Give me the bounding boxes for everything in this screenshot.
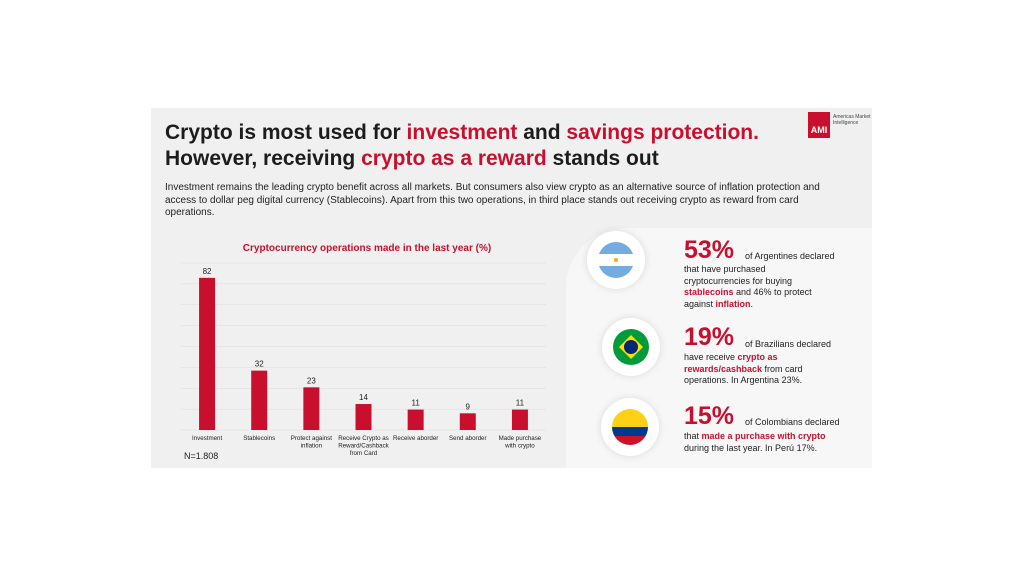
category-label: Send aborder [449, 435, 487, 442]
stat-lead-colombia: of Colombians declared [745, 417, 840, 427]
bar [251, 370, 268, 430]
stat-lead-brazil: of Brazilians declared [745, 339, 832, 349]
headline-text: However, receiving [165, 147, 362, 170]
headline-text: Crypto is most used for [165, 121, 407, 144]
headline-text: and [517, 121, 567, 144]
headline-highlight-reward: crypto as a reward [361, 147, 547, 170]
stat-desc-text: have receive [684, 352, 738, 362]
data-label: 32 [255, 360, 264, 369]
data-label: 9 [466, 402, 471, 411]
headline-highlight-savings: savings protection. [566, 121, 759, 144]
stat-desc-text: . [750, 298, 754, 309]
ami-logo: AMI Americas Market Intelligence [808, 112, 872, 140]
bar-chart: 82 Investment 32 Stablecoins 23 Protect again… [181, 262, 546, 457]
category-label: Investment [192, 435, 223, 442]
stat-desc-text: from card operations. In Argentina 23%. [684, 363, 803, 386]
chart-title: Cryptocurrency operations made in the la… [242, 243, 492, 254]
bar [199, 277, 216, 430]
stat-desc-brazil: have receive crypto as rewards/cashback … [684, 352, 834, 387]
data-label: 23 [307, 376, 316, 385]
flag-badge-brazil [602, 318, 660, 376]
category-label: Receive aborder [393, 435, 438, 442]
stat-lead-argentina: of Argentines declared [745, 251, 835, 261]
category-label: Made purchase with crypto [499, 435, 542, 450]
flag-badge-colombia [601, 398, 659, 456]
stat-value-argentina: 53% [684, 236, 735, 264]
bar [355, 404, 372, 430]
colombia-flag-icon [612, 409, 648, 445]
data-label: 82 [203, 267, 212, 276]
bar [459, 413, 476, 430]
stat-desc-text: and 46% to protect against [684, 287, 812, 309]
stat-desc-text: during the last year. In Perú 17%. [684, 442, 818, 453]
stat-value-colombia: 15% [684, 402, 735, 430]
bar [511, 409, 528, 430]
headline-highlight-investment: investment [406, 121, 518, 144]
stat-value-brazil: 19% [684, 323, 735, 351]
stat-desc-highlight: inflation [715, 298, 751, 309]
data-label: 14 [359, 393, 368, 402]
bar [303, 387, 320, 430]
flag-badge-argentina [587, 231, 645, 289]
infographic-card: AMI Americas Market Intelligence Crypto … [151, 108, 872, 468]
stat-desc-text: that have purchased cryptocurrencies for… [684, 264, 793, 286]
intro-paragraph: Investment remains the leading crypto be… [165, 182, 820, 219]
bar [407, 409, 424, 430]
stat-desc-argentina: that have purchased cryptocurrencies for… [684, 264, 834, 310]
category-label: Protect against inflation [291, 435, 333, 450]
category-label: Stablecoins [243, 435, 275, 442]
data-label: 11 [411, 399, 420, 408]
argentina-flag-icon [598, 242, 634, 278]
data-label: 11 [516, 399, 525, 408]
category-label: Receive Crypto as Reward/Cashback from Car… [338, 435, 389, 457]
stat-desc-colombia: that made a purchase with crypto during … [684, 431, 834, 454]
stat-desc-highlight: made a purchase with crypto [701, 431, 826, 441]
stat-desc-highlight: stablecoins [684, 287, 734, 297]
headline-text: stands out [546, 147, 659, 170]
brazil-flag-icon [613, 329, 649, 365]
ami-logo-mark: AMI [808, 112, 830, 138]
sample-size: N=1.808 [184, 451, 219, 461]
ami-logo-name: Americas Market Intelligence [833, 114, 871, 126]
stat-desc-text: that [684, 431, 702, 441]
headline: Crypto is most used for investment and s… [165, 120, 805, 172]
stat-desc-highlight: crypto as rewards/cashback [684, 352, 778, 374]
